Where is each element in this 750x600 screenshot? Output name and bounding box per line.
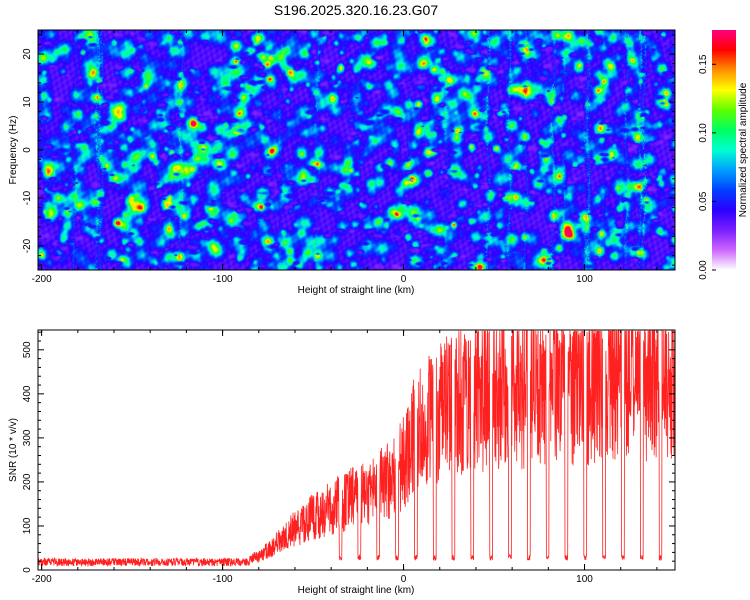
- spectrogram-y-axis: 20 10 0 -10 -20: [22, 34, 675, 266]
- x-tick-label: -100: [213, 274, 233, 285]
- colorbar-tick-label: 0.15: [698, 54, 709, 74]
- y-tick-label: 500: [22, 341, 33, 358]
- y-tick-label: -20: [22, 238, 33, 253]
- y-tick-label: 100: [22, 517, 33, 534]
- x-tick-label: 100: [576, 274, 593, 285]
- y-tick-label: -10: [22, 190, 33, 205]
- x-tick-label: -200: [32, 574, 52, 585]
- y-tick-label: 0: [22, 567, 33, 573]
- snr-y-axis: 0 100 200 300 400 500: [22, 331, 675, 573]
- colorbar-tick-label: 0.00: [698, 260, 709, 280]
- y-tick-label: 200: [22, 473, 33, 490]
- snr-series-line: [38, 330, 675, 568]
- x-tick-label: 0: [401, 274, 407, 285]
- snr-x-label: Height of straight line (km): [298, 585, 415, 596]
- x-tick-label: -100: [213, 574, 233, 585]
- figure-title: S196.2025.320.16.23.G07: [274, 2, 438, 18]
- y-tick-label: 20: [22, 48, 33, 60]
- y-tick-label: 0: [22, 147, 33, 153]
- spectrogram-x-axis: -200 -100 0 100: [32, 30, 658, 285]
- colorbar-axis: 0.00 0.05 0.10 0.15: [698, 54, 716, 280]
- colorbar-tick-label: 0.10: [698, 123, 709, 143]
- spectrogram-x-label: Height of straight line (km): [298, 285, 415, 296]
- x-tick-label: 100: [576, 574, 593, 585]
- snr-panel: -200 -100 0 100 0 100 200 300 400 500 Height of …: [8, 329, 676, 596]
- colorbar-gradient: [712, 30, 736, 270]
- colorbar-label: Normalized spectral amplitude: [738, 82, 749, 217]
- x-tick-label: 0: [401, 574, 407, 585]
- spectrogram-image: [38, 30, 675, 270]
- colorbar: 0.00 0.05 0.10 0.15 Normalized spectral amp…: [698, 30, 749, 280]
- y-tick-label: 300: [22, 429, 33, 446]
- y-tick-label: 10: [22, 96, 33, 108]
- snr-y-label: SNR (10 * v/v): [8, 418, 19, 482]
- spectrogram-y-label: Frequency (Hz): [8, 116, 19, 185]
- colorbar-tick-label: 0.05: [698, 191, 709, 211]
- x-tick-label: -200: [32, 274, 52, 285]
- snr-x-axis: -200 -100 0 100: [32, 330, 658, 585]
- y-tick-label: 400: [22, 385, 33, 402]
- snr-frame: [37, 329, 676, 571]
